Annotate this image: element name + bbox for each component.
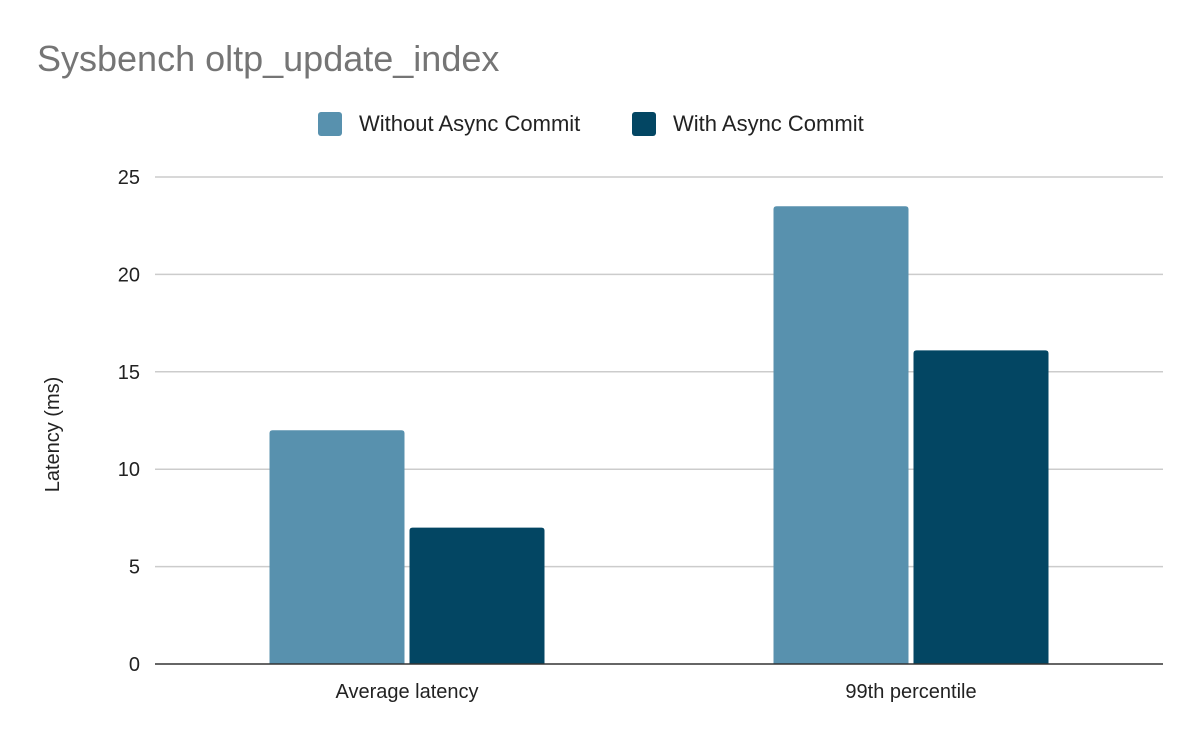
category-label: 99th percentile — [845, 681, 976, 703]
legend-label-with-async: With Async Commit — [673, 111, 864, 136]
legend-swatch-with-async — [632, 112, 656, 136]
y-axis-title: Latency (ms) — [42, 377, 64, 493]
y-tick-label: 20 — [118, 264, 140, 286]
legend: Without Async Commit With Async Commit — [0, 108, 1200, 140]
y-tick-labels: 0 5 10 15 20 25 — [118, 167, 140, 676]
bar-with-async-average-latency — [409, 527, 545, 664]
bars — [269, 206, 1049, 664]
y-tick-label: 15 — [118, 362, 140, 384]
legend-item-without-async: Without Async Commit — [318, 108, 580, 140]
y-tick-label: 25 — [118, 167, 140, 189]
y-tick-label: 10 — [118, 459, 140, 481]
category-labels: Average latency 99th percentile — [335, 681, 976, 703]
bar-without-async-average-latency — [269, 430, 405, 664]
legend-label-without-async: Without Async Commit — [359, 111, 581, 136]
bar-without-async-99th-percentile — [773, 206, 909, 664]
legend-item-with-async: With Async Commit — [632, 108, 864, 140]
y-tick-label: 5 — [129, 557, 140, 579]
bar-with-async-99th-percentile — [913, 350, 1049, 664]
y-tick-label: 0 — [129, 654, 140, 676]
legend-swatch-without-async — [318, 112, 342, 136]
chart-title: Sysbench oltp_update_index — [37, 38, 500, 79]
category-label: Average latency — [335, 681, 478, 703]
